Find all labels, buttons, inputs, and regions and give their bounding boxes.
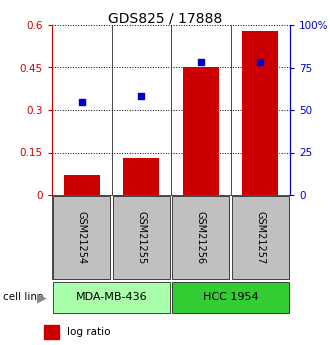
Bar — [243, 31, 278, 195]
Bar — [183, 68, 218, 195]
Text: GSM21255: GSM21255 — [136, 211, 146, 264]
Text: cell line: cell line — [3, 293, 44, 303]
Point — [198, 60, 203, 65]
Text: HCC 1954: HCC 1954 — [203, 293, 258, 303]
Bar — [45, 325, 59, 339]
Text: GSM21254: GSM21254 — [77, 211, 87, 264]
Text: GSM21256: GSM21256 — [196, 211, 206, 264]
Bar — [172, 282, 289, 313]
Bar — [232, 196, 289, 279]
Text: log ratio: log ratio — [67, 327, 110, 337]
Bar — [53, 282, 170, 313]
Point — [258, 60, 263, 65]
Text: GSM21257: GSM21257 — [255, 211, 265, 264]
Bar — [113, 196, 170, 279]
Text: MDA-MB-436: MDA-MB-436 — [76, 293, 147, 303]
Text: ▶: ▶ — [37, 291, 47, 304]
Text: GDS825 / 17888: GDS825 / 17888 — [108, 12, 222, 26]
Point — [79, 99, 84, 104]
Bar — [53, 196, 110, 279]
Point — [139, 93, 144, 99]
Bar — [172, 196, 229, 279]
Bar — [64, 175, 100, 195]
Bar — [123, 158, 159, 195]
